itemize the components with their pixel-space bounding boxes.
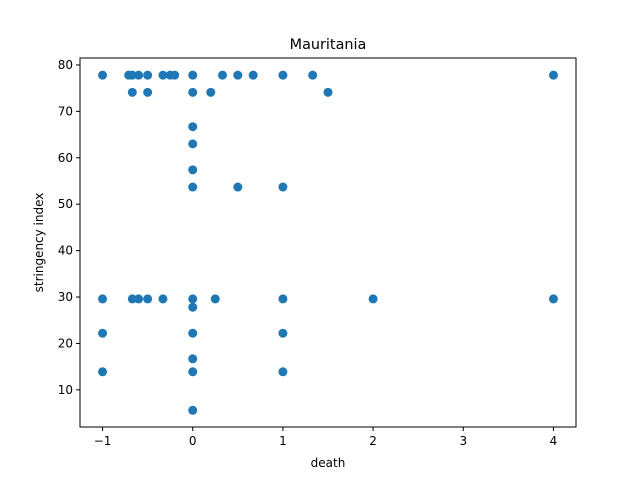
data-point <box>188 165 198 175</box>
data-point <box>206 87 216 97</box>
data-point <box>188 182 198 192</box>
data-point <box>278 328 288 338</box>
data-point <box>548 70 558 80</box>
data-point <box>143 87 153 97</box>
y-tick-label: 80 <box>58 58 73 72</box>
x-tick-label: 2 <box>369 434 377 448</box>
y-tick-label: 10 <box>58 383 73 397</box>
data-point <box>188 405 198 415</box>
data-point <box>127 70 137 80</box>
data-point <box>188 367 198 377</box>
data-point <box>217 70 227 80</box>
data-point <box>278 367 288 377</box>
x-ticks: −1 0 1 2 3 4 <box>94 427 558 448</box>
data-point <box>134 294 144 304</box>
x-tick-label: 0 <box>189 434 197 448</box>
data-point <box>188 328 198 338</box>
data-point <box>170 70 180 80</box>
data-point <box>188 70 198 80</box>
data-point <box>158 294 168 304</box>
data-point <box>127 87 137 97</box>
data-point <box>188 354 198 364</box>
y-axis-label: stringency index <box>32 193 46 293</box>
data-point <box>210 294 220 304</box>
data-point <box>143 294 153 304</box>
data-point <box>188 294 198 304</box>
chart-title: Mauritania <box>290 37 367 53</box>
data-point <box>158 70 168 80</box>
data-point <box>278 182 288 192</box>
data-point <box>98 328 108 338</box>
data-point <box>188 122 198 132</box>
data-point <box>233 182 243 192</box>
data-point <box>134 70 144 80</box>
y-tick-label: 40 <box>58 244 73 258</box>
data-point <box>278 294 288 304</box>
axes-layer <box>79 57 577 428</box>
data-point <box>188 302 198 312</box>
data-point <box>98 367 108 377</box>
y-tick-label: 70 <box>58 104 73 118</box>
data-point <box>98 294 108 304</box>
x-tick-label: 4 <box>550 434 558 448</box>
x-axis-label: death <box>311 456 346 470</box>
data-point <box>188 139 198 149</box>
data-point <box>308 70 318 80</box>
data-point <box>278 70 288 80</box>
data-point <box>548 294 558 304</box>
points-layer <box>98 70 558 415</box>
x-tick-label: 3 <box>459 434 467 448</box>
data-point <box>368 294 378 304</box>
data-point <box>323 87 333 97</box>
data-point <box>248 70 258 80</box>
data-point <box>98 70 108 80</box>
data-point <box>143 70 153 80</box>
data-point <box>127 294 137 304</box>
x-tick-label: −1 <box>94 434 112 448</box>
data-point <box>188 87 198 97</box>
x-tick-label: 1 <box>279 434 287 448</box>
plot-frame <box>79 57 577 428</box>
y-ticks: 10 20 30 40 50 60 70 80 <box>58 58 80 397</box>
y-tick-label: 60 <box>58 151 73 165</box>
y-tick-label: 50 <box>58 197 73 211</box>
data-point <box>233 70 243 80</box>
y-tick-label: 30 <box>58 290 73 304</box>
y-tick-label: 20 <box>58 336 73 350</box>
